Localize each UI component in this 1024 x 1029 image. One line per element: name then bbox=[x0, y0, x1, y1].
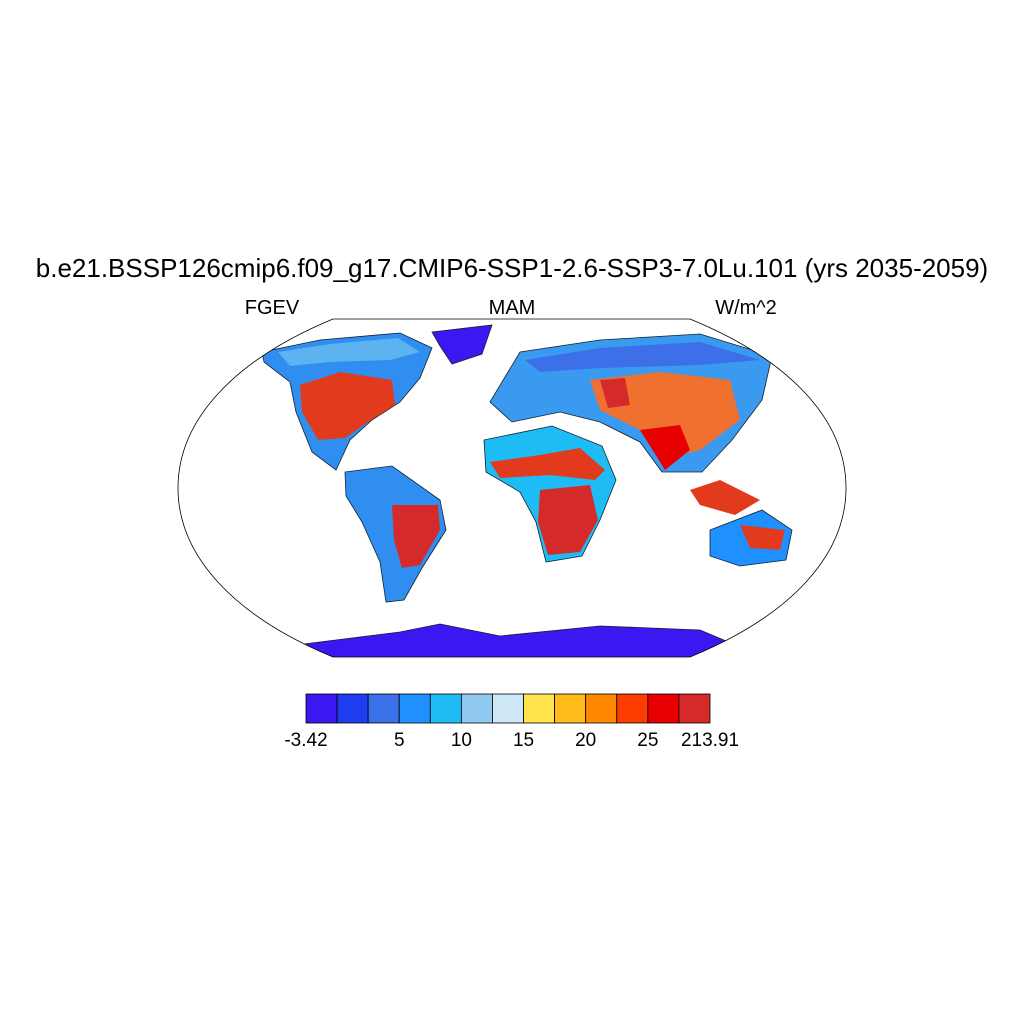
colorbar-box bbox=[647, 693, 680, 724]
colorbar-label: 20 bbox=[575, 730, 596, 751]
map-title: b.e21.BSSP126cmip6.f09_g17.CMIP6-SSP1-2.… bbox=[36, 253, 988, 283]
colorbar-box bbox=[398, 693, 431, 724]
colorbar-box bbox=[616, 693, 649, 724]
colorbar-box bbox=[460, 693, 493, 724]
colorbar-box bbox=[429, 693, 462, 724]
colorbar-label: 10 bbox=[451, 730, 472, 751]
map-outline bbox=[177, 318, 847, 658]
colorbar-label: 213.91 bbox=[681, 730, 739, 751]
colorbar: -3.42 5 10 15 20 25 213.91 bbox=[284, 693, 739, 751]
colorbar-box bbox=[585, 693, 618, 724]
colorbar-label: 25 bbox=[637, 730, 658, 751]
season-label: MAM bbox=[489, 297, 536, 319]
colorbar-label: 15 bbox=[513, 730, 534, 751]
colorbar-box bbox=[678, 693, 711, 724]
colorbar-box bbox=[492, 693, 524, 724]
colorbar-box bbox=[336, 693, 369, 724]
units-label: W/m^2 bbox=[715, 297, 777, 319]
variable-label: FGEV bbox=[245, 297, 300, 319]
colorbar-box bbox=[367, 693, 400, 724]
colorbar-label: -3.42 bbox=[284, 730, 327, 751]
colorbar-label: 5 bbox=[394, 730, 405, 751]
colorbar-box bbox=[523, 693, 556, 724]
map-land bbox=[261, 324, 793, 657]
colorbar-box bbox=[554, 693, 587, 724]
colorbar-box bbox=[305, 693, 338, 724]
